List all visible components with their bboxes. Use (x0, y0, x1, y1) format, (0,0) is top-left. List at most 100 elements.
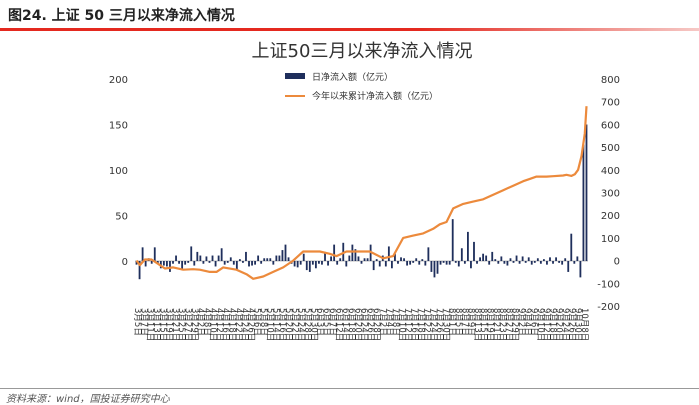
x-tick-label: 8月21日 (491, 308, 501, 341)
bar-mark (184, 261, 187, 265)
bar-mark (524, 261, 527, 263)
right-tick-label: 300 (601, 189, 620, 200)
source-note: 资料来源：wind，国投证券研究中心 (6, 394, 170, 405)
bar-mark (390, 261, 393, 269)
x-tick-label: 8月5日 (453, 308, 463, 336)
x-tick-label: 4月24日 (239, 308, 249, 341)
bar-mark (169, 261, 171, 272)
bar-mark (220, 248, 223, 261)
figure-header: 图24. 上证 50 三月以来净流入情况 (0, 0, 699, 31)
bar-mark (257, 255, 260, 261)
bar-mark (232, 261, 235, 265)
bar-mark (561, 261, 564, 265)
x-tick-label: 9月20日 (554, 308, 564, 341)
x-tick-label: 8月9日 (466, 308, 476, 336)
bar-mark (242, 261, 244, 263)
bar-mark (412, 261, 415, 263)
x-tick-label: 4月2日 (195, 308, 205, 336)
left-tick-label: 50 (115, 212, 128, 223)
x-tick-label: 7月2日 (378, 308, 388, 336)
bar-mark (305, 261, 308, 271)
bar-mark (260, 261, 263, 264)
x-tick-label: 6月14日 (340, 308, 350, 341)
bar-mark (555, 257, 557, 261)
bar-mark (518, 261, 521, 264)
bar-mark (470, 261, 472, 269)
x-tick-label: 6月5日 (321, 308, 331, 336)
right-tick-label: 200 (601, 211, 620, 222)
cumulative-line (135, 106, 588, 280)
bar-mark (281, 250, 284, 261)
x-tick-label: 9月4日 (522, 308, 532, 336)
x-tick-label: 5月24日 (296, 308, 306, 341)
bar-mark (175, 255, 177, 261)
left-tick-label: 200 (109, 75, 128, 86)
bar-mark (488, 261, 491, 265)
right-tick-label: 800 (601, 75, 620, 86)
bar-mark (153, 247, 156, 261)
bar-mark (251, 261, 253, 266)
bar-mark (403, 258, 405, 261)
right-tick-label: 500 (601, 143, 620, 154)
x-tick-label: 5月30日 (308, 308, 318, 341)
legend: 日净流入额（亿元） 今年以来累计净流入额（亿元） (285, 71, 438, 102)
x-tick-label: 5月22日 (289, 308, 299, 341)
bar-mark (208, 261, 211, 263)
bar-mark (275, 255, 278, 261)
x-tick-label: 9月10日 (535, 308, 545, 341)
x-tick-label: 4月8日 (201, 308, 211, 336)
bar-mark (150, 261, 153, 264)
bar-mark (156, 261, 159, 264)
bar-mark (196, 251, 199, 261)
bar-mark (558, 261, 561, 263)
left-axis: 200 150 100 50 0 (109, 75, 128, 268)
x-tick-label: 6月26日 (365, 308, 375, 341)
bar-mark (454, 261, 457, 263)
bar-series-daily-inflow (135, 124, 588, 280)
bar-mark (482, 253, 485, 261)
bar-mark (360, 261, 363, 264)
x-tick-label: 4月16日 (220, 308, 230, 341)
bar-mark (552, 261, 554, 264)
x-tick-label: 10月8日 (579, 308, 589, 341)
bar-mark (181, 261, 184, 271)
bar-mark (467, 231, 469, 261)
bar-mark (430, 261, 433, 272)
x-tick-label: 7月10日 (396, 308, 406, 341)
x-tick-label: 5月8日 (258, 308, 268, 336)
bar-mark (178, 261, 180, 264)
x-tick-label: 8月15日 (478, 308, 488, 341)
bar-mark (394, 253, 396, 261)
bar-mark (433, 261, 436, 278)
legend-line-label: 今年以来累计净流入额（亿元） (312, 90, 438, 102)
bar-mark (287, 257, 290, 261)
bar-mark (512, 261, 515, 263)
bar-mark (272, 261, 275, 265)
bar-mark (321, 261, 323, 265)
x-tick-label: 9月2日 (516, 308, 526, 336)
right-tick-label: 700 (601, 98, 620, 109)
bar-mark (372, 261, 375, 271)
x-tick-label: 5月16日 (277, 308, 287, 341)
bar-mark (302, 253, 305, 261)
bar-mark (530, 261, 533, 265)
x-tick-label: 4月26日 (245, 308, 255, 341)
bar-mark (190, 246, 193, 261)
x-tick-label: 6月12日 (334, 308, 344, 341)
bar-mark (226, 261, 229, 263)
bar-mark (503, 261, 506, 264)
bar-mark (187, 261, 190, 263)
bar-mark (351, 244, 354, 261)
bar-mark (141, 247, 144, 261)
bar-mark (582, 144, 585, 261)
bar-mark (254, 261, 256, 265)
x-tick-label: 6月20日 (352, 308, 362, 341)
bar-mark (339, 258, 342, 261)
x-tick-label: 5月10日 (264, 308, 274, 341)
bar-mark (266, 258, 269, 261)
bar-mark (327, 261, 329, 266)
right-tick-label: 0 (614, 257, 620, 268)
bar-mark (448, 261, 451, 265)
x-tick-label: 4月10日 (208, 308, 218, 341)
x-tick-label: 7月30日 (440, 308, 450, 341)
